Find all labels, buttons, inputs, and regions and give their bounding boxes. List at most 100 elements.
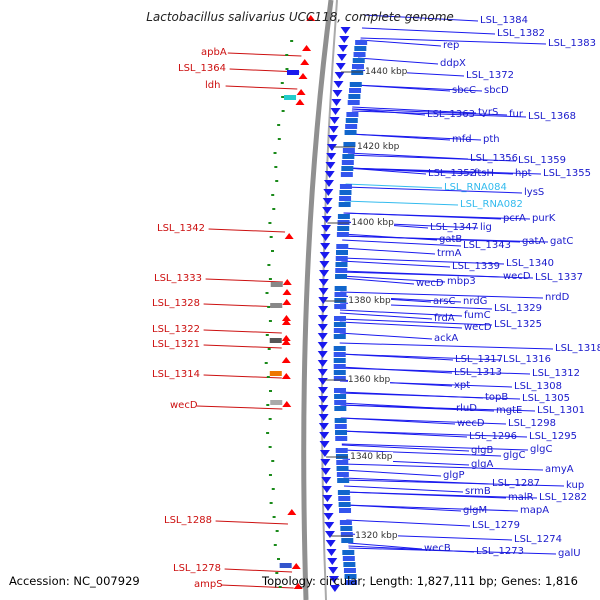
inner-leader-line bbox=[341, 257, 505, 265]
reverse-gene-arrow bbox=[324, 180, 335, 187]
cog-category-block bbox=[353, 52, 366, 57]
cog-category-block bbox=[355, 40, 368, 45]
forward-gene-arrow bbox=[282, 299, 292, 305]
outer-label: LSL_1364 bbox=[178, 63, 226, 74]
inner-label: LSL_1282 bbox=[539, 492, 587, 503]
reverse-gene-arrow bbox=[324, 522, 335, 529]
cog-category-block bbox=[336, 466, 349, 471]
inner-leader-line bbox=[360, 37, 547, 45]
reverse-gene-arrow bbox=[323, 189, 334, 196]
cog-category-block bbox=[334, 292, 347, 297]
inner-label: fumC bbox=[464, 310, 491, 321]
inner-label: gatA bbox=[522, 236, 546, 247]
cog-category-block bbox=[333, 370, 346, 375]
inner-label: frdA bbox=[434, 313, 455, 324]
cog-category-block bbox=[349, 88, 362, 93]
reverse-gene-arrow bbox=[322, 207, 333, 214]
gc-skew-dot bbox=[271, 250, 274, 252]
reverse-gene-arrow bbox=[326, 144, 337, 151]
kbp-tick-label: 1420 kbp bbox=[356, 142, 400, 152]
cog-category-block bbox=[335, 430, 348, 435]
reverse-gene-arrow bbox=[319, 441, 330, 448]
reverse-gene-arrow bbox=[317, 369, 328, 376]
inner-leader-line bbox=[346, 519, 471, 527]
cog-category-block bbox=[333, 328, 346, 333]
cog-category-block bbox=[341, 160, 354, 165]
inner-label: galU bbox=[558, 548, 581, 559]
reverse-gene-arrow bbox=[318, 423, 329, 430]
inner-leader-line bbox=[360, 39, 442, 47]
inner-label: wecD bbox=[464, 322, 492, 333]
outer-label: LSL_1321 bbox=[152, 339, 200, 350]
inner-label: LSL_1316 bbox=[503, 354, 551, 365]
gc-skew-dot bbox=[267, 264, 271, 266]
inner-label: hpt bbox=[515, 168, 532, 179]
gc-skew-dot bbox=[266, 376, 270, 378]
inner-label: topB bbox=[485, 392, 509, 403]
inner-leader-line bbox=[343, 479, 565, 487]
outer-gene-block bbox=[279, 563, 292, 568]
cog-category-block bbox=[334, 400, 347, 405]
inner-leader-line bbox=[341, 260, 451, 268]
inner-label: rep bbox=[443, 40, 460, 51]
cog-category-block bbox=[333, 388, 346, 393]
reverse-gene-arrow bbox=[317, 315, 328, 322]
outer-label: ampS bbox=[194, 579, 223, 590]
inner-label: ddpX bbox=[440, 58, 466, 69]
inner-label: glgC bbox=[503, 450, 526, 461]
outer-leader-line bbox=[203, 344, 282, 349]
rna-label: LSL_RNA082 bbox=[460, 199, 523, 210]
reverse-gene-arrow bbox=[320, 459, 331, 466]
cog-category-block bbox=[336, 232, 349, 237]
inner-label: LSL_1347 bbox=[430, 222, 478, 233]
inner-label: glgC bbox=[530, 444, 553, 455]
accession-text: Accession: NC_007929 bbox=[9, 574, 140, 588]
inner-label: LSL_1340 bbox=[506, 258, 554, 269]
kbp-tick-label: 1440 kbp bbox=[364, 67, 408, 77]
inner-leader-line bbox=[339, 312, 433, 320]
gc-skew-dot bbox=[268, 278, 272, 280]
reverse-gene-arrow bbox=[319, 450, 330, 457]
forward-gene-arrow bbox=[282, 289, 292, 295]
inner-leader-line bbox=[340, 277, 415, 285]
reverse-gene-arrow bbox=[321, 225, 332, 232]
reverse-gene-arrow bbox=[323, 513, 334, 520]
inner-leader-line bbox=[347, 154, 517, 162]
cog-category-block bbox=[343, 568, 356, 573]
cog-category-block bbox=[333, 334, 346, 339]
cog-category-block bbox=[342, 154, 355, 159]
cog-category-block bbox=[336, 460, 349, 465]
reverse-gene-arrow bbox=[333, 81, 344, 88]
inner-leader-line bbox=[340, 291, 544, 299]
cog-category-block bbox=[342, 550, 355, 555]
outer-leader-line bbox=[227, 52, 302, 57]
cog-category-block bbox=[337, 478, 350, 483]
reverse-gene-arrow bbox=[318, 414, 329, 421]
cog-category-block bbox=[339, 184, 352, 189]
cog-category-block bbox=[344, 130, 357, 135]
cog-category-block bbox=[345, 118, 358, 123]
outer-leader-line bbox=[208, 228, 286, 233]
gc-skew-dot bbox=[277, 124, 281, 126]
inner-label: lysS bbox=[524, 187, 545, 198]
gc-skew-dot bbox=[268, 474, 272, 476]
inner-label: LSL_1295 bbox=[529, 431, 577, 442]
outer-gene-block bbox=[270, 400, 283, 405]
outer-leader-line bbox=[196, 405, 283, 410]
inner-label: LSL_1308 bbox=[514, 381, 562, 392]
reverse-gene-arrow bbox=[319, 270, 330, 277]
gc-skew-dot bbox=[272, 516, 276, 518]
cog-category-block bbox=[334, 286, 347, 291]
cog-category-block bbox=[342, 148, 355, 153]
outer-leader-line bbox=[203, 329, 282, 334]
inner-leader-line bbox=[341, 444, 470, 452]
cog-category-block bbox=[335, 256, 348, 261]
rna-label: LSL_RNA084 bbox=[444, 182, 507, 193]
inner-label: LSL_1352 bbox=[428, 168, 476, 179]
forward-gene-arrow bbox=[281, 319, 291, 325]
cog-category-block bbox=[348, 94, 361, 99]
inner-label: mbp3 bbox=[447, 276, 476, 287]
inner-leader-line bbox=[354, 84, 483, 92]
cog-category-block bbox=[352, 58, 365, 63]
